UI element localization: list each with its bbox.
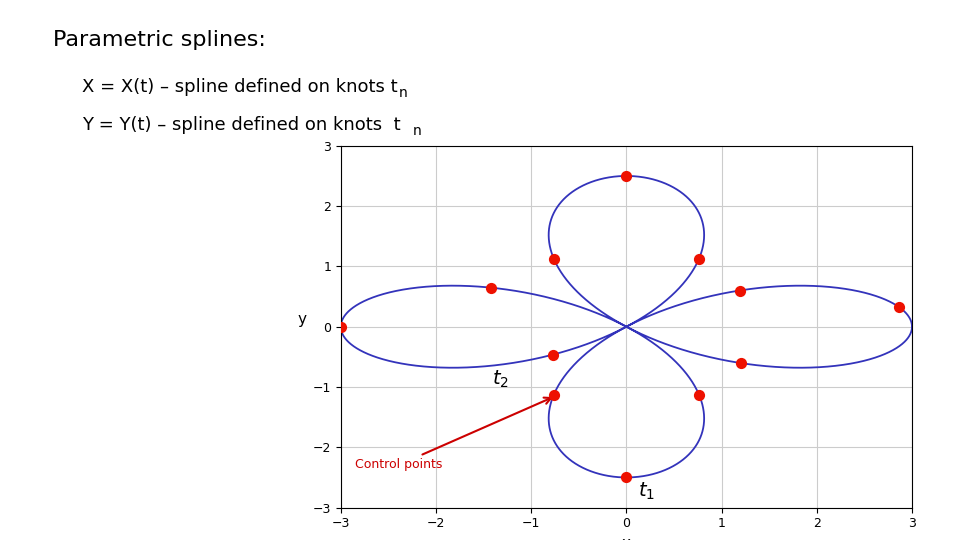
Point	[546, 390, 562, 399]
Point	[891, 302, 906, 311]
Y-axis label: y: y	[297, 312, 306, 327]
Point	[484, 284, 499, 292]
X-axis label: x: x	[622, 536, 631, 540]
Text: n: n	[398, 86, 407, 100]
Point	[333, 322, 348, 331]
Point	[691, 390, 707, 399]
Text: $t_1$: $t_1$	[637, 481, 655, 502]
Point	[545, 350, 561, 359]
Point	[691, 254, 707, 263]
Point	[619, 172, 635, 180]
Text: n: n	[413, 124, 421, 138]
Point	[546, 254, 562, 263]
Point	[619, 473, 635, 482]
Text: Y = Y(t) – spline defined on knots  t: Y = Y(t) – spline defined on knots t	[82, 116, 400, 134]
Text: $t_2$: $t_2$	[492, 369, 509, 390]
Point	[732, 286, 747, 295]
Text: Control points: Control points	[355, 397, 551, 471]
Text: X = X(t) – spline defined on knots t: X = X(t) – spline defined on knots t	[82, 78, 397, 96]
Point	[733, 359, 749, 367]
Text: Parametric splines:: Parametric splines:	[53, 30, 266, 50]
